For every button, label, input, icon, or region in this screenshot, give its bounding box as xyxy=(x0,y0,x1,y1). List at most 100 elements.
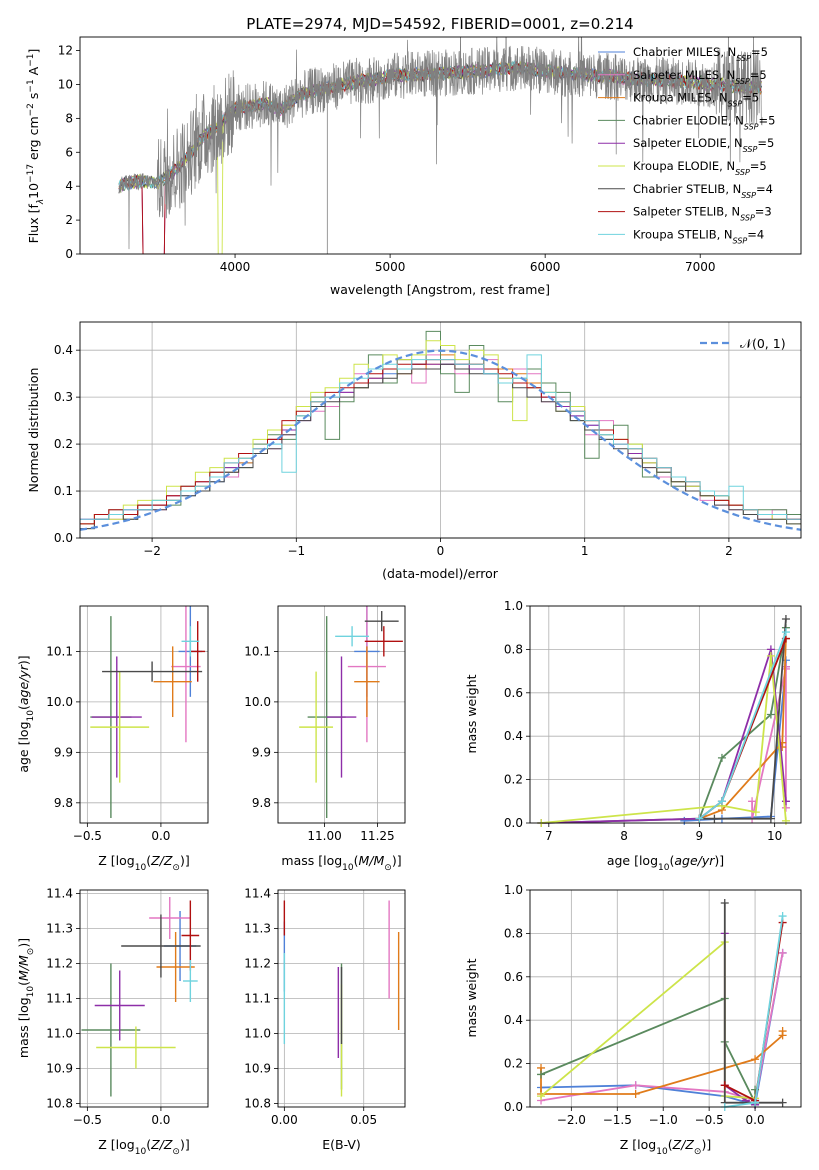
y-axis-label: Normed distribution xyxy=(26,368,41,493)
legend-text: Salpeter MILES, N xyxy=(633,68,735,82)
label-part: )] xyxy=(180,1137,190,1152)
label-part: 10 xyxy=(658,863,670,873)
legend-sub: SSP xyxy=(741,190,756,199)
label-part: M/M xyxy=(16,955,31,981)
weight-marker xyxy=(720,1081,729,1090)
legend-label: Chabrier MILES, NSSP=5 xyxy=(633,45,768,63)
y-tick-label: 0.4 xyxy=(54,343,73,357)
y-tick-label: 0.0 xyxy=(54,531,73,545)
y-tick-label: 1.0 xyxy=(504,599,523,613)
errorbars xyxy=(283,900,400,1097)
legend-text: =5 xyxy=(751,45,768,59)
histogram-panel: −2 −1 0 1 2 0.0 0.1 0.2 0.3 0.4 𝒩(0, 1) (data-model… xyxy=(26,321,802,581)
x-axis-label: (data-model)/error xyxy=(382,566,499,581)
legend-text: Chabrier STELIB, N xyxy=(633,182,741,196)
spectrum-lines xyxy=(118,37,763,254)
x-tick-label: 1 xyxy=(581,544,589,558)
x-axis-label: age [log10(age/yr)] xyxy=(607,853,724,873)
y-axis-label: age [log10(age/yr)] xyxy=(16,655,36,772)
legend-text: =5 xyxy=(750,159,767,173)
legend-text: =5 xyxy=(759,113,776,127)
label-part: ( xyxy=(146,853,151,868)
weight-marker xyxy=(695,814,704,823)
label-part: )] xyxy=(714,853,724,868)
label-part: ⊙ xyxy=(384,863,392,873)
y-tick-label: 0 xyxy=(65,247,73,261)
y-tick-label: 0.0 xyxy=(504,816,523,830)
x-tick-label: 6000 xyxy=(530,260,561,274)
legend-label: Chabrier ELODIE, NSSP=5 xyxy=(633,113,775,130)
y-tick-label: 1.0 xyxy=(504,883,523,897)
label-part: erg cm xyxy=(26,116,41,164)
legend-label: Kroupa STELIB, NSSP=4 xyxy=(633,227,764,245)
label-part: ] xyxy=(26,49,41,54)
x-tick-label: −0.5 xyxy=(695,1113,724,1127)
weight-lines xyxy=(537,899,787,1111)
label-part: 10 xyxy=(656,1147,668,1157)
x-tick-label: −1 xyxy=(287,544,305,558)
label-part: )] xyxy=(16,938,31,948)
x-tick-label: 4000 xyxy=(220,260,251,274)
label-part: Z/Z xyxy=(672,1137,695,1152)
label-part: 10 xyxy=(26,183,41,199)
x-tick-label: 0.0 xyxy=(151,1113,170,1127)
y-tick-label: 11.1 xyxy=(46,992,73,1006)
weight-marker xyxy=(748,797,757,806)
legend-text: =5 xyxy=(750,68,767,82)
label-part: s xyxy=(26,93,41,104)
label-part: ⊙ xyxy=(26,948,36,956)
legend-text: Salpeter STELIB, N xyxy=(633,205,740,219)
y-tick-label: 6 xyxy=(65,145,73,159)
legend-text: =4 xyxy=(756,182,773,196)
legend-sub: SSP xyxy=(740,213,755,222)
label-part: ( xyxy=(668,1137,673,1152)
weight-line xyxy=(724,915,784,1108)
y-axis-label: Flux [fλ10−17 erg cm−2 s−1 A−1] xyxy=(26,49,46,244)
label-part: age/yr xyxy=(674,853,715,868)
y-tick-label: 11.3 xyxy=(244,922,271,936)
legend-text: Chabrier ELODIE, N xyxy=(633,113,744,127)
spectrum-panel: 4000 5000 6000 7000 0 2 4 6 8 10 12 Chabrier MILES,… xyxy=(26,15,802,297)
label-part: Z/Z xyxy=(150,853,173,868)
label-part: ⊙ xyxy=(172,863,180,873)
weight-marker xyxy=(766,710,775,719)
label-part: 10 xyxy=(26,710,36,722)
weight-marker xyxy=(751,1055,760,1064)
x-tick-label: 5000 xyxy=(375,260,406,274)
legend-label: Kroupa MILES, NSSP=5 xyxy=(633,91,759,109)
x-tick-label: 2 xyxy=(725,544,733,558)
legend-sub: SSP xyxy=(735,76,750,85)
axes-frame xyxy=(277,605,406,824)
y-tick-label: 10.0 xyxy=(244,695,271,709)
legend-text: Chabrier MILES, N xyxy=(633,45,736,59)
weight-marker xyxy=(781,662,790,671)
y-tick-label: 9.8 xyxy=(54,796,73,810)
errorbar-panel: −0.5 0.0 10.8 10.9 11.0 11.1 11.2 11.3 11.4 Z [lo… xyxy=(16,887,209,1157)
weight-lines xyxy=(537,615,790,827)
legend-label: 𝒩(0, 1) xyxy=(740,336,786,351)
y-tick-label: 2 xyxy=(65,213,73,227)
label-part: Z/Z xyxy=(150,1137,173,1152)
y-tick-label: 0.6 xyxy=(504,686,523,700)
y-tick-label: 10 xyxy=(58,77,73,91)
legend-text: =3 xyxy=(755,205,772,219)
y-tick-label: 11.1 xyxy=(244,992,271,1006)
x-axis-label: wavelength [Angstrom, rest frame] xyxy=(330,282,550,297)
label-part: Z [log xyxy=(98,853,134,868)
y-tick-label: 8 xyxy=(65,111,73,125)
label-part: )] xyxy=(392,853,402,868)
weight-marker xyxy=(631,1081,640,1090)
weight-marker xyxy=(751,808,760,817)
y-tick-label: 9.8 xyxy=(252,796,271,810)
y-tick-label: 11.4 xyxy=(244,887,271,901)
legend-text: =5 xyxy=(742,91,759,105)
y-tick-label: 10.8 xyxy=(244,1097,271,1111)
weight-marker xyxy=(781,628,790,637)
label-part: age [log xyxy=(16,721,31,772)
legend-text: Kroupa MILES, N xyxy=(633,91,728,105)
weight-line xyxy=(541,627,787,824)
legend-label: Salpeter STELIB, NSSP=3 xyxy=(633,205,772,223)
label-part: ( xyxy=(354,853,359,868)
